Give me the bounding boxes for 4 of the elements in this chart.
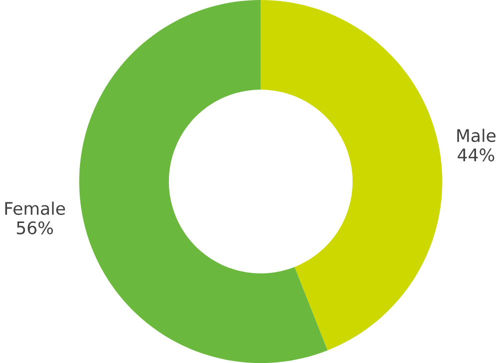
data-label: 44% xyxy=(458,148,494,162)
slice-label: Male xyxy=(457,128,496,142)
slice-label: Female xyxy=(5,202,65,215)
data-label: 56% xyxy=(16,221,53,234)
